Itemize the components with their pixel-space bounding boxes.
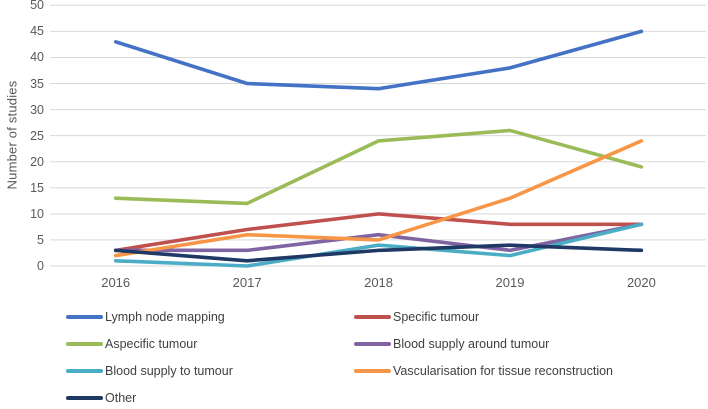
y-tick-label: 50 xyxy=(30,0,44,13)
y-tick-label: 15 xyxy=(30,180,44,195)
legend-label: Blood supply to tumour xyxy=(105,364,233,378)
x-axis-label: 2020 xyxy=(626,275,656,290)
legend-item: Blood supply around tumour xyxy=(354,335,613,353)
legend-item: Specific tumour xyxy=(354,308,613,326)
series-line xyxy=(113,29,644,91)
legend-label: Specific tumour xyxy=(393,310,480,324)
y-tick-label: 5 xyxy=(37,232,44,247)
legend-item: Vascularisation for tissue reconstructio… xyxy=(354,362,613,380)
series-line xyxy=(113,222,644,268)
y-tick-label: 35 xyxy=(30,76,44,91)
series-line xyxy=(113,128,644,206)
chart-legend: Lymph node mapping Specific tumour Aspecif… xyxy=(66,308,613,407)
x-axis-label: 2016 xyxy=(101,275,131,290)
legend-swatch-icon xyxy=(66,369,103,373)
series-line xyxy=(113,212,644,253)
legend-item: Blood supply to tumour xyxy=(66,362,354,380)
x-axis-label: 2017 xyxy=(232,275,262,290)
legend-swatch-icon xyxy=(66,315,103,319)
legend-label: Blood supply around tumour xyxy=(393,337,550,351)
legend-swatch-icon xyxy=(66,342,103,346)
legend-swatch-icon xyxy=(354,315,391,319)
series-line xyxy=(113,139,644,258)
legend-item: Aspecific tumour xyxy=(66,335,354,353)
legend-swatch-icon xyxy=(354,342,391,346)
legend-item: Other xyxy=(66,389,354,407)
y-tick-label: 25 xyxy=(30,128,44,143)
y-tick-label: 30 xyxy=(30,102,44,117)
y-tick-label: 20 xyxy=(30,154,44,169)
legend-swatch-icon xyxy=(66,396,103,400)
x-axis-label: 2019 xyxy=(495,275,525,290)
y-tick-label: 45 xyxy=(30,24,44,39)
legend-label: Vascularisation for tissue reconstructio… xyxy=(393,364,614,378)
y-tick-label: 40 xyxy=(30,50,44,65)
legend-item: Lymph node mapping xyxy=(66,308,354,326)
legend-label: Other xyxy=(105,391,137,405)
plot-area xyxy=(50,4,706,268)
y-tick-label: 0 xyxy=(37,259,44,273)
legend-label: Aspecific tumour xyxy=(105,337,198,351)
legend-label: Lymph node mapping xyxy=(105,310,225,324)
series-line xyxy=(113,222,644,253)
x-axis-label: 2018 xyxy=(364,275,394,290)
legend-swatch-icon xyxy=(354,369,391,373)
y-tick-label: 10 xyxy=(30,206,44,221)
series-line xyxy=(113,243,644,263)
